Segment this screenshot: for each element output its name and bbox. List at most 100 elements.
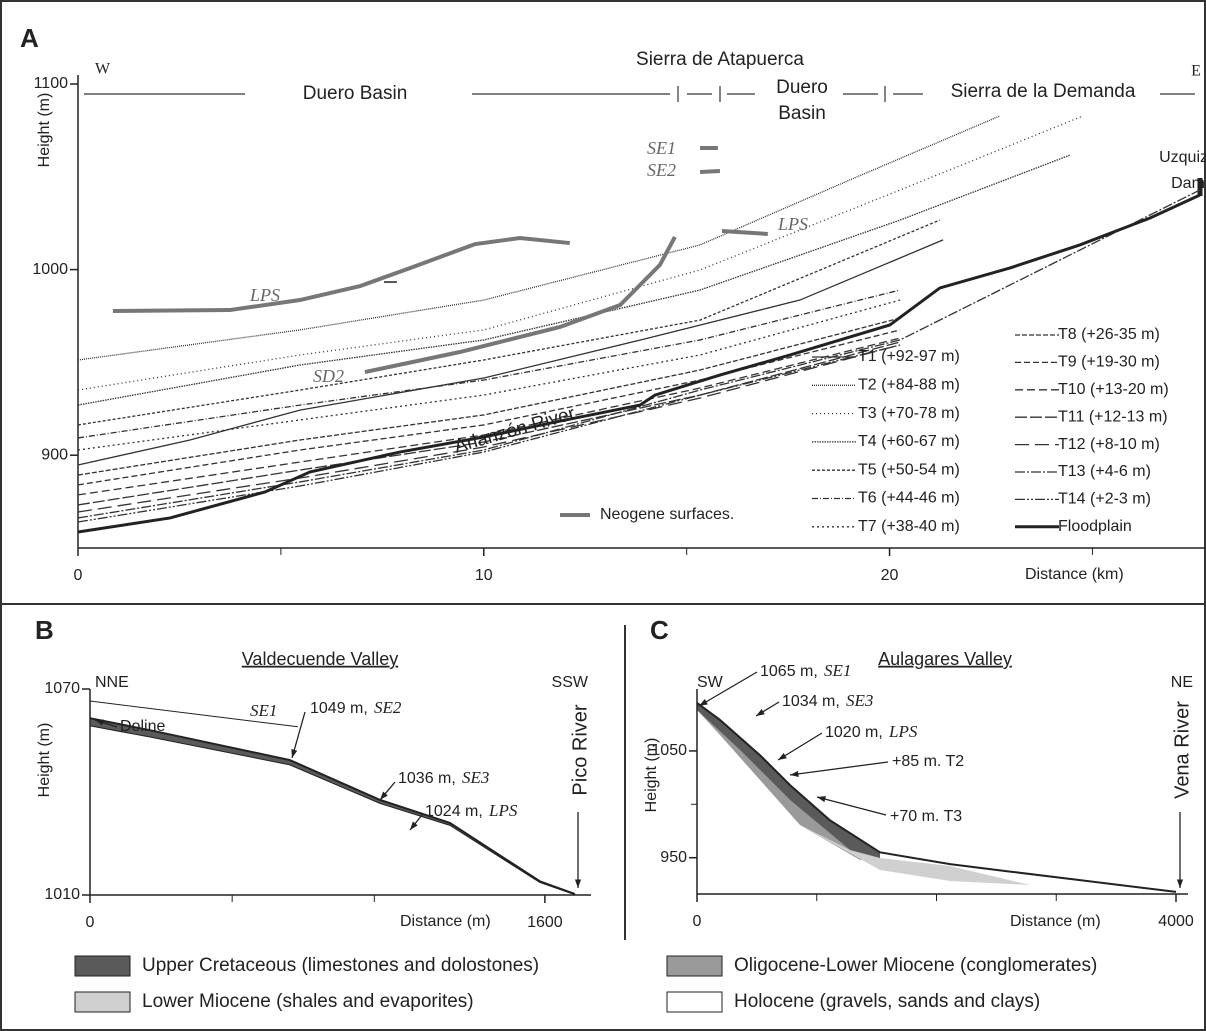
y-tick-label: 900 bbox=[41, 446, 68, 463]
arrow-head bbox=[410, 821, 418, 830]
series-line bbox=[77, 115, 1001, 361]
y-tick-label: 1070 bbox=[44, 680, 80, 697]
series-line bbox=[77, 317, 901, 476]
direction: SSW bbox=[552, 674, 589, 691]
region-label: Duero Basin bbox=[303, 83, 408, 104]
series-line bbox=[77, 329, 901, 486]
series-line bbox=[77, 337, 901, 496]
series-line bbox=[77, 189, 1201, 519]
direction: NNE bbox=[95, 674, 129, 691]
annotation-unit: SE1 bbox=[824, 661, 851, 680]
legend-label: T2 (+84-88 m) bbox=[858, 377, 960, 394]
legend-label: T3 (+70-78 m) bbox=[858, 405, 960, 422]
y-axis-label: Height (m) bbox=[36, 723, 53, 798]
legend-label: T9 (+19-30 m) bbox=[1058, 354, 1160, 371]
y-tick-label: 1100 bbox=[34, 75, 69, 92]
direction: NE bbox=[1171, 674, 1193, 691]
x-tick-label: 10 bbox=[475, 567, 493, 584]
river-label: Pico River bbox=[569, 704, 591, 795]
legend-label: T6 (+44-46 m) bbox=[858, 490, 960, 507]
arrow-head bbox=[817, 796, 826, 803]
legend-label: Holocene (gravels, sands and clays) bbox=[734, 991, 1040, 1012]
annotation: +85 m. T2 bbox=[892, 753, 964, 770]
annotation: 1065 m, bbox=[760, 663, 818, 680]
geology-c bbox=[697, 703, 1030, 885]
y-tick-label: 1000 bbox=[32, 261, 68, 278]
arrow-head bbox=[790, 770, 799, 777]
region-label: W bbox=[95, 61, 111, 78]
annotation: 1049 m, bbox=[310, 700, 368, 717]
legend-label: T1 (+92-97 m) bbox=[858, 348, 960, 365]
legend-label: Oligocene-Lower Miocene (conglomerates) bbox=[734, 955, 1097, 976]
series-line bbox=[77, 344, 901, 513]
legend-swatch bbox=[666, 955, 723, 977]
annotation: 1024 m, bbox=[425, 803, 483, 820]
arrow-head bbox=[778, 752, 787, 760]
annotation: SD2 bbox=[313, 366, 344, 386]
leader bbox=[698, 671, 758, 707]
region-label: E bbox=[1191, 63, 1201, 80]
series-line bbox=[77, 193, 1201, 534]
legend-swatch bbox=[74, 955, 131, 977]
annotation: +70 m. T3 bbox=[890, 808, 962, 825]
series-line bbox=[77, 239, 944, 466]
annotation: 1020 m, bbox=[825, 724, 883, 741]
legend-swatch bbox=[666, 991, 723, 1013]
x-tick-label: 0 bbox=[74, 567, 83, 584]
panel-letter: B bbox=[35, 615, 54, 645]
annotation: 1036 m, bbox=[398, 770, 456, 787]
direction: SW bbox=[697, 674, 724, 691]
legend-swatch bbox=[74, 991, 131, 1013]
legend-label: T14 (+2-3 m) bbox=[1058, 491, 1151, 508]
arrow-head bbox=[756, 708, 765, 716]
annotation-unit: SE1 bbox=[250, 701, 277, 720]
panel-letter: A bbox=[20, 23, 39, 53]
legend-label: Neogene surfaces. bbox=[600, 506, 734, 523]
annotation: SE1 bbox=[647, 138, 676, 158]
annotation: SE2 bbox=[647, 160, 676, 180]
series-line bbox=[77, 341, 901, 506]
annotation-unit: SE2 bbox=[374, 698, 402, 717]
region-label: Sierra de la Demanda bbox=[951, 81, 1136, 102]
series-line bbox=[696, 702, 1177, 893]
series-line bbox=[364, 235, 677, 375]
legend-label: T5 (+50-54 m) bbox=[858, 461, 960, 478]
leader bbox=[816, 796, 887, 816]
legend-label: T10 (+13-20 m) bbox=[1058, 381, 1169, 398]
region-label: Duero Basin bbox=[776, 77, 828, 124]
annotation-unit: SE3 bbox=[462, 768, 489, 787]
legend-label: T12 (+8-10 m) bbox=[1058, 436, 1160, 453]
annotation-unit: LPS bbox=[488, 801, 518, 820]
leader bbox=[777, 732, 823, 761]
annotation: LPS bbox=[777, 214, 808, 234]
series-line bbox=[699, 169, 721, 174]
series-line bbox=[77, 219, 941, 426]
series-line bbox=[77, 289, 901, 439]
legend-label: T8 (+26-35 m) bbox=[1058, 326, 1160, 343]
series-line bbox=[89, 700, 298, 728]
legend-label: T4 (+60-67 m) bbox=[858, 433, 960, 450]
x-axis-label: Distance (m) bbox=[1010, 913, 1101, 930]
y-axis-label: Height (m) bbox=[36, 93, 53, 168]
legend-label: Lower Miocene (shales and evaporites) bbox=[142, 991, 474, 1012]
arrow-head bbox=[699, 699, 708, 706]
legend-label: T13 (+4-6 m) bbox=[1058, 463, 1151, 480]
x-tick-label: 4000 bbox=[1158, 913, 1194, 930]
y-axis-label: Height (m) bbox=[643, 738, 660, 813]
arrow-head bbox=[380, 791, 388, 800]
legend-label: T11 (+12-13 m) bbox=[1058, 408, 1168, 425]
series-line bbox=[77, 344, 901, 523]
x-axis-label: Distance (km) bbox=[1025, 566, 1124, 583]
panel-title: Aulagares Valley bbox=[878, 649, 1012, 669]
panel-title: Valdecuende Valley bbox=[242, 649, 398, 669]
arrow-head bbox=[291, 749, 298, 758]
arrow-head bbox=[95, 719, 104, 726]
annotation: Doline bbox=[120, 718, 165, 735]
annotation-unit: SE3 bbox=[846, 691, 873, 710]
x-tick-label: 0 bbox=[86, 914, 95, 931]
annotation-unit: LPS bbox=[888, 722, 918, 741]
annotation: LPS bbox=[249, 285, 280, 305]
panel-letter: C bbox=[650, 615, 669, 645]
